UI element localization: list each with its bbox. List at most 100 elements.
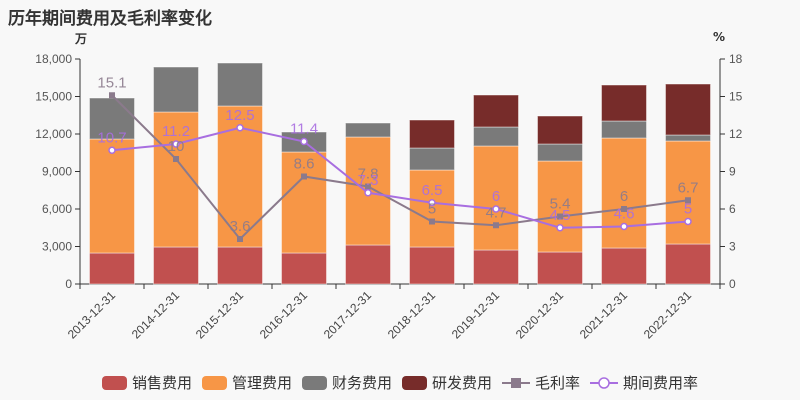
legend-item[interactable]: 毛利率 — [502, 372, 580, 393]
bar-stack[interactable] — [409, 119, 455, 285]
left-tick-label: 18,000 — [35, 52, 72, 66]
expense-rate-value-label: 7.3 — [358, 172, 379, 189]
bar-segment[interactable] — [409, 147, 455, 171]
expense-rate-marker[interactable] — [172, 140, 180, 148]
gross-margin-value-label: 10 — [168, 138, 185, 155]
line-square-marker-icon — [502, 377, 531, 388]
gross-margin-line — [111, 94, 689, 241]
expense-rate-value-label: 4.6 — [614, 206, 635, 223]
bar-stack[interactable] — [89, 97, 135, 285]
bar-segment[interactable] — [345, 244, 391, 285]
bar-segment[interactable] — [409, 246, 455, 285]
expense-rate-marker[interactable] — [556, 224, 564, 232]
bar-stack[interactable] — [153, 66, 199, 285]
bar-segment[interactable] — [601, 84, 647, 122]
bar-segment[interactable] — [537, 115, 583, 145]
bar-segment[interactable] — [473, 94, 519, 128]
bar-segment[interactable] — [153, 111, 199, 248]
x-tick-label: 2018-12-31 — [385, 288, 439, 342]
bar-stack[interactable] — [217, 62, 263, 285]
right-tick-label: 9 — [729, 165, 736, 179]
legend-item[interactable]: 研发费用 — [402, 372, 492, 393]
expense-rate-value-label: 6 — [492, 188, 500, 205]
gross-margin-value-label: 5.4 — [550, 196, 571, 213]
left-axis-unit: 万 — [75, 32, 88, 46]
bar-segment[interactable] — [217, 62, 263, 107]
legend-label: 管理费用 — [231, 374, 292, 392]
bar-segment[interactable] — [473, 126, 519, 147]
legend-label: 财务费用 — [331, 374, 392, 392]
bar-segment[interactable] — [345, 122, 391, 138]
expense-rate-value-label: 5 — [684, 201, 692, 218]
gross-margin-marker[interactable] — [685, 197, 691, 204]
gross-margin-value-label: 15.1 — [97, 74, 126, 91]
gross-margin-marker[interactable] — [365, 183, 371, 190]
right-tick-label: 3 — [729, 240, 736, 254]
expense-rate-value-label: 6.5 — [422, 182, 443, 199]
bar-segment[interactable] — [537, 251, 583, 285]
expense-rate-marker[interactable] — [300, 137, 308, 146]
bar-stack[interactable] — [537, 115, 583, 285]
gross-margin-marker[interactable] — [173, 156, 179, 162]
legend-label: 销售费用 — [131, 374, 192, 392]
legend: 销售费用 管理费用 财务费用 研发费用 毛利率 期间费用率 — [0, 372, 800, 393]
bar-segment[interactable] — [89, 138, 135, 254]
bar-stack[interactable] — [345, 122, 391, 285]
bar-stack[interactable] — [601, 84, 647, 285]
expense-rate-line — [111, 126, 689, 229]
left-tick-label: 15,000 — [35, 90, 72, 104]
gross-margin-marker[interactable] — [429, 218, 435, 225]
gross-margin-marker[interactable] — [493, 222, 499, 229]
x-tick-label: 2014-12-31 — [129, 288, 183, 342]
left-tick-label: 6,000 — [42, 202, 72, 216]
gross-margin-value-label: 4.7 — [486, 204, 507, 221]
expense-rate-marker[interactable] — [684, 217, 692, 226]
expense-rate-marker[interactable] — [620, 222, 628, 231]
legend-item[interactable]: 财务费用 — [301, 372, 392, 393]
bar-stack[interactable] — [665, 83, 711, 285]
legend-swatch-icon — [101, 375, 127, 390]
bar-stack[interactable] — [281, 131, 327, 285]
legend-item[interactable]: 期间费用率 — [590, 372, 698, 393]
bar-segment[interactable] — [601, 120, 647, 139]
bar-segment[interactable] — [153, 66, 199, 113]
gross-margin-value-label: 7.8 — [358, 166, 379, 183]
expense-rate-marker[interactable] — [364, 189, 372, 197]
bar-segment[interactable] — [281, 252, 327, 285]
expense-rate-value-label: 10.7 — [97, 129, 126, 146]
expense-rate-value-label: 12.5 — [225, 107, 254, 124]
legend-swatch-icon — [201, 375, 227, 390]
bar-segment[interactable] — [665, 243, 711, 285]
bar-segment[interactable] — [281, 151, 327, 254]
gross-margin-marker[interactable] — [109, 92, 115, 99]
expense-rate-marker[interactable] — [108, 146, 116, 154]
expense-rate-value-label: 4.5 — [550, 207, 571, 224]
x-tick-label: 2020-12-31 — [513, 288, 567, 342]
gross-margin-marker[interactable] — [621, 206, 627, 212]
bar-segment[interactable] — [409, 119, 455, 149]
x-tick-label: 2019-12-31 — [449, 288, 503, 342]
bar-segment[interactable] — [473, 249, 519, 285]
expense-rate-value-label: 11.4 — [290, 121, 318, 138]
bar-segment[interactable] — [89, 252, 135, 285]
bar-segment[interactable] — [665, 83, 711, 136]
legend-item[interactable]: 管理费用 — [201, 372, 292, 393]
bar-segment[interactable] — [473, 145, 519, 251]
bar-segment[interactable] — [217, 246, 263, 285]
bar-segment[interactable] — [153, 246, 199, 285]
gross-margin-value-label: 5 — [428, 201, 436, 218]
bar-segment[interactable] — [537, 143, 583, 162]
line-circle-marker-icon — [590, 376, 619, 389]
bar-segment[interactable] — [665, 134, 711, 142]
gross-margin-marker[interactable] — [301, 173, 307, 180]
gross-margin-marker[interactable] — [237, 236, 243, 242]
expense-rate-value-label: 11.2 — [162, 123, 190, 140]
expense-rate-marker[interactable] — [428, 199, 436, 207]
bar-segment[interactable] — [601, 247, 647, 285]
legend-item[interactable]: 销售费用 — [101, 372, 192, 393]
bar-stack[interactable] — [473, 94, 519, 285]
expense-rate-marker[interactable] — [236, 124, 244, 132]
expense-rate-marker[interactable] — [492, 205, 500, 213]
chart-canvas: 0 3,000 6,000 9,000 12,000 15,000 18,000 0 3 6 9 12… — [35, 52, 742, 342]
gross-margin-marker[interactable] — [557, 213, 563, 220]
